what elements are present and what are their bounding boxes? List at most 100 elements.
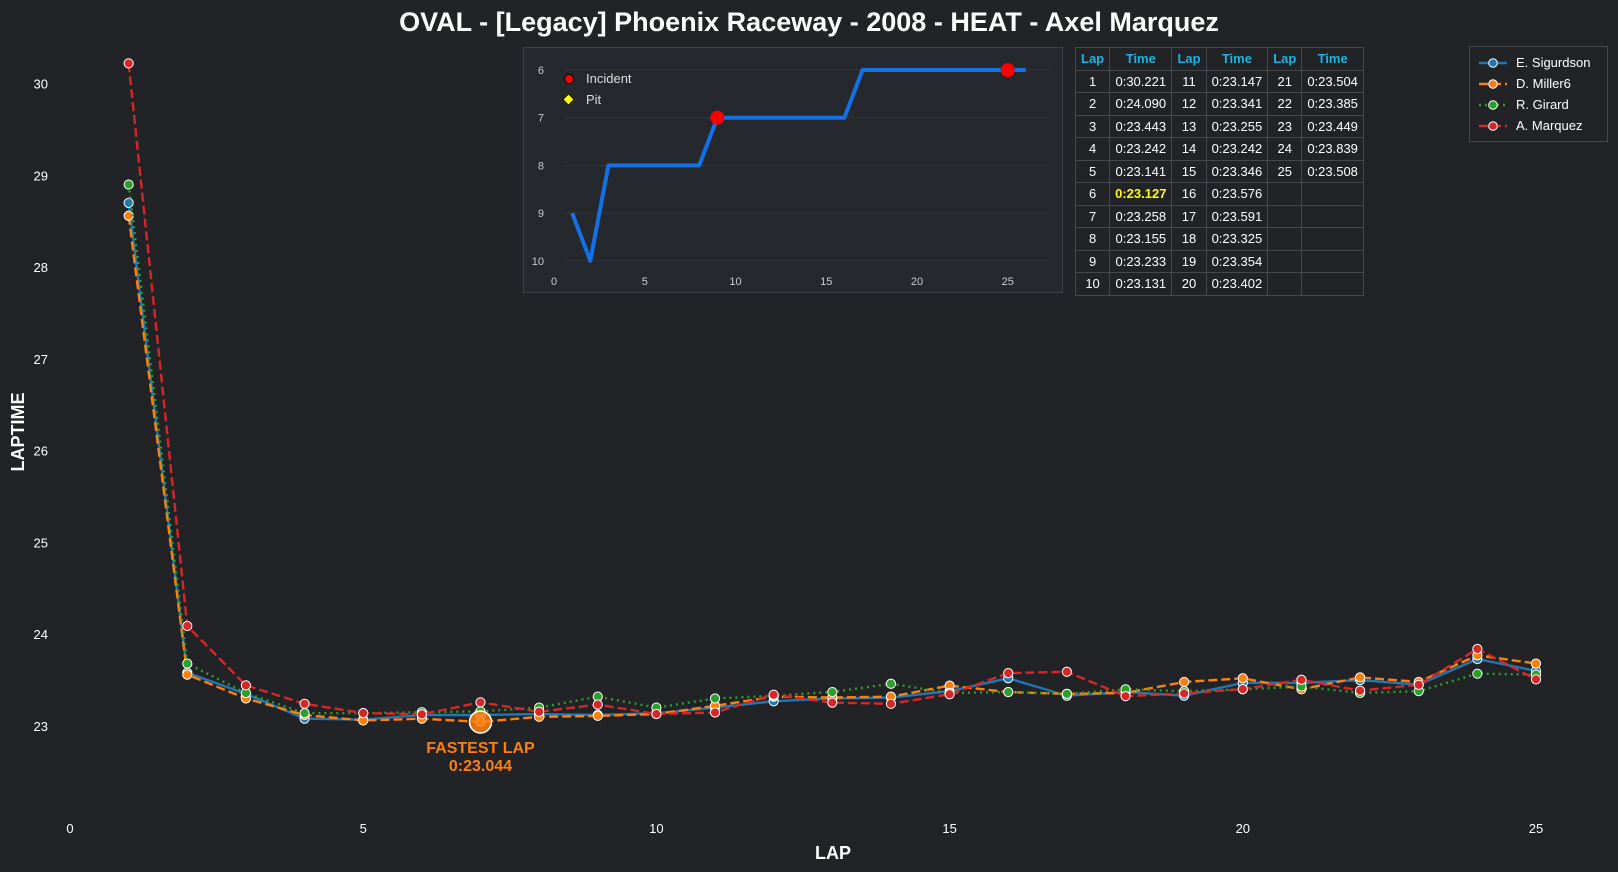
x-tick-label: 20 xyxy=(1236,821,1250,836)
incident-marker xyxy=(710,110,725,125)
position-line xyxy=(570,68,1026,263)
data-point xyxy=(1413,679,1424,690)
lap-time-cell: 0:23.141 xyxy=(1109,159,1173,183)
header-lap: Lap xyxy=(1074,47,1111,71)
lap-time-cell: 0:23.255 xyxy=(1205,114,1269,138)
lap-number-cell: 6 xyxy=(1074,182,1111,206)
data-point xyxy=(1354,685,1366,696)
table-header-row: Lap Time Lap Time Lap Time xyxy=(1074,47,1364,71)
data-point xyxy=(885,678,897,689)
inset-x-tick: 0 xyxy=(551,276,557,288)
data-point xyxy=(1296,674,1307,685)
fastest-lap-marker xyxy=(468,710,493,734)
legend-item: D. Miller6 xyxy=(1470,73,1607,94)
lap-number-cell: 4 xyxy=(1074,137,1111,161)
header-lap: Lap xyxy=(1267,47,1303,71)
header-time: Time xyxy=(1301,47,1364,71)
lap-number-cell: 7 xyxy=(1074,204,1111,228)
x-tick-label: 10 xyxy=(649,821,663,836)
legend-item: E. Sigurdson xyxy=(1470,52,1607,73)
inset-x-tick: 15 xyxy=(820,276,832,288)
lap-number-cell: 14 xyxy=(1171,137,1207,161)
lap-time-cell xyxy=(1301,182,1364,206)
lap-time-cell: 0:23.147 xyxy=(1205,69,1269,93)
lap-time-cell: 0:23.354 xyxy=(1205,249,1269,273)
y-axis-label: LAPTIME xyxy=(8,393,28,472)
lap-time-cell: 0:23.325 xyxy=(1205,227,1269,251)
data-point xyxy=(1530,658,1542,669)
data-point xyxy=(592,699,603,710)
header-time: Time xyxy=(1109,47,1173,71)
table-row: 8 0:23.155 18 0:23.325 xyxy=(1074,227,1364,251)
legend-incident: Incident xyxy=(564,68,632,89)
data-point xyxy=(1530,674,1542,685)
legend-swatch-icon xyxy=(1479,78,1507,89)
data-point xyxy=(358,707,369,719)
legend-item: A. Marquez xyxy=(1470,115,1607,136)
lap-number-cell: 20 xyxy=(1171,272,1207,296)
lap-time-cell: 0:23.576 xyxy=(1205,182,1269,206)
table-row: 9 0:23.233 19 0:23.354 xyxy=(1074,249,1364,273)
lap-number-cell: 3 xyxy=(1074,114,1111,138)
data-point xyxy=(240,680,252,691)
lap-number-cell: 22 xyxy=(1267,92,1303,116)
chart-title: OVAL - [Legacy] Phoenix Raceway - 2008 -… xyxy=(399,7,1219,37)
data-point xyxy=(709,707,721,718)
x-tick-label: 25 xyxy=(1529,821,1543,836)
lap-time-cell: 0:23.258 xyxy=(1109,204,1173,228)
data-point xyxy=(1472,668,1483,679)
table-row: 1 0:30.221 11 0:23.147 21 0:23.504 xyxy=(1074,69,1364,93)
inset-y-tick: 9 xyxy=(538,208,544,220)
table-row: 2 0:24.090 12 0:23.341 22 0:23.385 xyxy=(1074,92,1364,116)
legend-swatch-icon xyxy=(1479,57,1507,68)
data-point xyxy=(123,197,134,209)
pit-marker-icon xyxy=(562,93,575,106)
lap-time-cell xyxy=(1301,227,1364,251)
lap-time-cell: 0:23.385 xyxy=(1301,92,1364,116)
lap-time-cell: 0:23.242 xyxy=(1109,137,1173,161)
inset-x-tick: 20 xyxy=(911,276,923,288)
data-point xyxy=(1179,688,1190,699)
fastest-lap-time: 0:23.044 xyxy=(449,758,512,775)
data-point xyxy=(299,708,310,719)
y-tick-label: 23 xyxy=(34,719,48,734)
y-tick-label: 24 xyxy=(34,627,48,642)
fastest-lap-label: FASTEST LAP xyxy=(426,740,535,757)
header-time: Time xyxy=(1205,47,1269,71)
table-row: 7 0:23.258 17 0:23.591 xyxy=(1074,204,1364,228)
lap-time-cell: 0:23.233 xyxy=(1109,249,1173,273)
incident-marker xyxy=(1000,63,1015,77)
data-point xyxy=(827,697,838,708)
lap-number-cell xyxy=(1267,227,1303,251)
data-point xyxy=(885,698,897,709)
legend-swatch-icon xyxy=(1479,99,1507,110)
data-point xyxy=(944,689,955,700)
data-point xyxy=(827,686,838,698)
inset-y-tick: 6 xyxy=(538,65,544,77)
incident-marker-icon xyxy=(564,73,574,84)
legend-pit-label: Pit xyxy=(586,92,602,107)
lap-number-cell xyxy=(1267,182,1303,206)
data-point xyxy=(768,689,779,700)
lap-number-cell xyxy=(1267,204,1303,228)
lap-number-cell xyxy=(1267,272,1303,296)
x-tick-label: 0 xyxy=(66,821,73,836)
data-point xyxy=(1061,666,1072,677)
data-point xyxy=(651,708,662,720)
data-point xyxy=(182,658,193,669)
data-point xyxy=(709,693,721,704)
lap-time-cell xyxy=(1301,272,1364,296)
data-point xyxy=(123,179,134,190)
data-point xyxy=(534,706,545,717)
lap-time-cell: 0:23.242 xyxy=(1205,137,1269,161)
data-point xyxy=(123,58,134,69)
lap-number-cell: 25 xyxy=(1267,159,1303,183)
inset-y-tick: 8 xyxy=(538,160,544,172)
y-tick-label: 29 xyxy=(34,168,48,183)
lap-time-cell: 0:24.090 xyxy=(1109,92,1173,116)
legend-label: D. Miller6 xyxy=(1516,76,1571,91)
y-tick-label: 25 xyxy=(34,535,48,550)
lap-time-cell: 0:23.346 xyxy=(1205,159,1269,183)
